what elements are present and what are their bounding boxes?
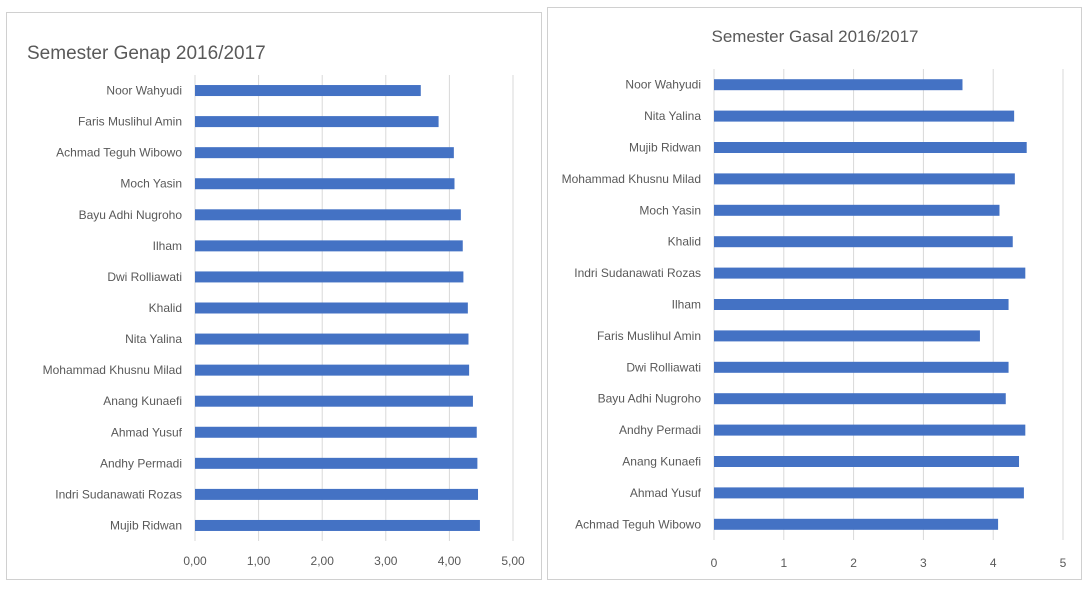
category-label: Mohammad Khusnu Milad xyxy=(43,363,182,377)
category-label: Indri Sudanawati Rozas xyxy=(55,487,182,501)
category-label: Moch Yasin xyxy=(120,177,182,191)
category-label: Anang Kunaefi xyxy=(622,455,701,469)
bar xyxy=(714,204,1000,216)
category-label: Andhy Permadi xyxy=(619,423,701,437)
bar xyxy=(714,361,1009,373)
bar xyxy=(195,333,469,345)
tick-label: 5,00 xyxy=(501,554,525,568)
bar xyxy=(195,488,479,500)
bar xyxy=(714,79,963,91)
tick-label: 0 xyxy=(711,556,718,570)
category-label: Indri Sudanawati Rozas xyxy=(574,266,701,280)
bar xyxy=(195,302,468,314)
tick-label: 3,00 xyxy=(374,554,398,568)
tick-label: 4 xyxy=(990,556,997,570)
bar xyxy=(714,299,1009,310)
bar xyxy=(195,395,473,407)
category-label: Ahmad Yusuf xyxy=(111,425,183,439)
bar xyxy=(714,518,999,530)
category-label: Bayu Adhi Nugroho xyxy=(598,392,702,406)
category-label: Noor Wahyudi xyxy=(106,84,182,98)
category-label: Nita Yalina xyxy=(644,109,701,123)
tick-label: 2,00 xyxy=(311,554,335,568)
bar xyxy=(195,85,421,97)
category-label: Faris Muslihul Amin xyxy=(597,329,701,343)
tick-label: 4,00 xyxy=(438,554,462,568)
tick-label: 0,00 xyxy=(183,554,207,568)
bar xyxy=(714,330,980,342)
bar xyxy=(714,487,1024,499)
chart-genap: Semester Genap 2016/2017 Noor Wahyudi Fari… xyxy=(27,43,525,568)
category-label: Khalid xyxy=(149,301,182,315)
chart-title: Semester Genap 2016/2017 xyxy=(27,43,266,64)
bar xyxy=(195,519,480,531)
category-label: Nita Yalina xyxy=(125,332,182,346)
category-label: Dwi Rolliawati xyxy=(626,360,701,374)
tick-label: 3 xyxy=(920,556,927,570)
category-label: Bayu Adhi Nugroho xyxy=(79,208,183,222)
category-label: Moch Yasin xyxy=(639,203,701,217)
chart-gasal: Semester Gasal 2016/2017 Noor Wahyudi Nita… xyxy=(562,27,1067,570)
bar xyxy=(195,240,463,252)
bar xyxy=(714,236,1013,248)
category-label: Dwi Rolliawati xyxy=(107,270,182,284)
category-label: Anang Kunaefi xyxy=(103,394,182,408)
category-label: Andhy Permadi xyxy=(100,456,182,470)
bar xyxy=(195,178,455,190)
bar xyxy=(195,364,470,376)
bar xyxy=(195,147,454,159)
bar xyxy=(714,173,1015,185)
category-label: Achmad Teguh Wibowo xyxy=(56,146,182,160)
bar xyxy=(195,271,464,283)
bar xyxy=(714,456,1020,467)
category-label: Achmad Teguh Wibowo xyxy=(575,517,701,531)
tick-label: 1,00 xyxy=(247,554,271,568)
category-label: Mujib Ridwan xyxy=(629,141,701,155)
bar xyxy=(714,267,1026,279)
tick-label: 2 xyxy=(850,556,857,570)
bar xyxy=(714,424,1026,436)
category-label: Noor Wahyudi xyxy=(625,78,701,92)
category-label: Ahmad Yusuf xyxy=(630,486,702,500)
bar xyxy=(714,393,1006,405)
category-label: Mohammad Khusnu Milad xyxy=(562,172,701,186)
tick-label: 1 xyxy=(780,556,787,570)
bar xyxy=(195,457,478,469)
category-label: Faris Muslihul Amin xyxy=(78,115,182,129)
tick-label: 5 xyxy=(1060,556,1067,570)
category-label: Mujib Ridwan xyxy=(110,518,182,532)
category-label: Khalid xyxy=(668,235,701,249)
chart-gasal-panel: Semester Gasal 2016/2017 Noor Wahyudi Nita… xyxy=(547,7,1082,580)
bar xyxy=(195,116,439,128)
bar xyxy=(714,110,1015,122)
chart-title: Semester Gasal 2016/2017 xyxy=(712,27,919,46)
bar xyxy=(195,209,461,221)
category-label: Ilham xyxy=(672,298,701,312)
chart-genap-panel: Semester Genap 2016/2017 Noor Wahyudi Fari… xyxy=(6,12,542,580)
category-label: Ilham xyxy=(153,239,182,253)
bar xyxy=(714,142,1027,153)
bar xyxy=(195,426,477,438)
